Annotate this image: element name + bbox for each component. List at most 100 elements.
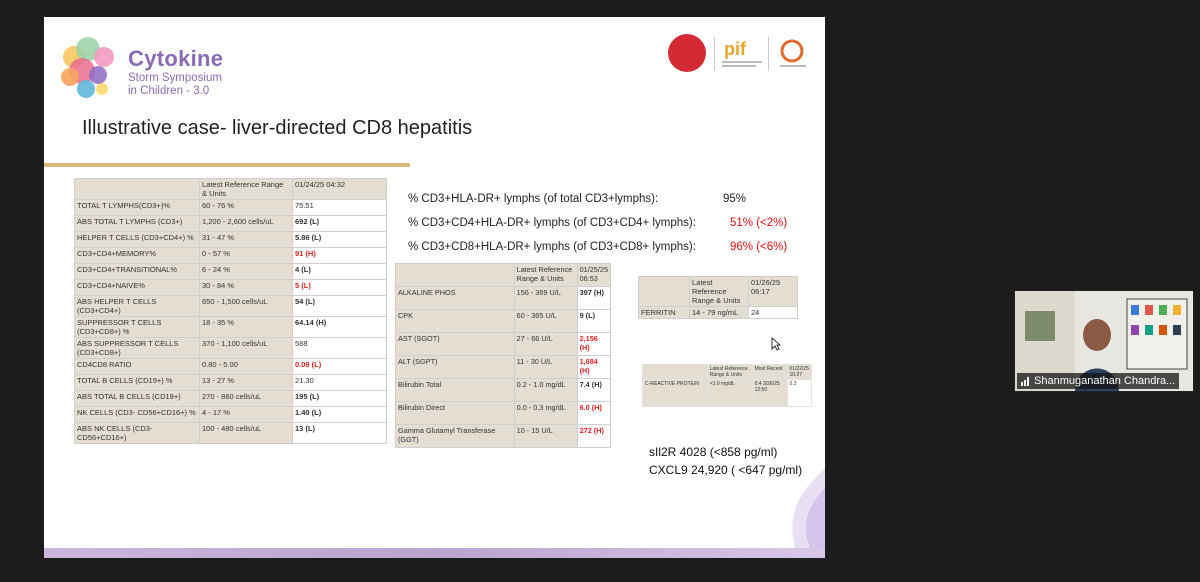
table-row: CD3+CD4+TRANSITIONAL% 6 - 24 % 4 (L) (74, 263, 387, 280)
reference-range: 31 - 47 % (199, 231, 293, 248)
reference-range: <1.0 mg/dL (706, 379, 753, 407)
table-header: 01/22/25 10:27 (786, 364, 813, 380)
flow-value: 96% (<6%) (730, 241, 788, 253)
result-value: 9 (L) (576, 309, 612, 333)
result-value: 195 (L) (292, 390, 387, 407)
reference-range: 13 - 27 % (199, 374, 293, 391)
table-row: ABS SUPPRESSOR T CELLS (CD3+CD8+) 370 - 1… (74, 337, 387, 359)
reference-range: 0.80 - 5.00 (199, 358, 293, 375)
test-name: NK CELLS (CD3- CD56+CD16+) % (74, 406, 200, 423)
result-value: 7.4 (H) (576, 378, 612, 402)
reference-range: 0 - 57 % (199, 247, 293, 264)
result-value: 0.2 (786, 379, 813, 407)
reference-range: 30 - 84 % (199, 279, 293, 296)
result-value: 5 (L) (292, 279, 387, 296)
reference-range: 60 - 365 U/L (513, 309, 578, 333)
reference-range: 6 - 24 % (199, 263, 293, 280)
reference-range: 10 - 15 U/L (513, 424, 578, 448)
test-name: CD3+CD4+MEMORY% (74, 247, 200, 264)
test-name: ABS HELPER T CELLS (CD3+CD4+) (74, 295, 200, 317)
result-value: 1,684 (H) (576, 355, 612, 379)
liver-panel-table: Latest Reference Range & Units 01/25/25 0… (395, 263, 612, 448)
signal-bars-icon (1021, 377, 1029, 386)
test-name: C-REACTIVE PROTEIN (642, 379, 708, 407)
result-value: 75.51 (292, 199, 387, 216)
table-header: Most Recent (751, 364, 788, 380)
table-row: ABS TOTAL T LYMPHS (CD3+) 1,200 - 2,600 c… (74, 215, 387, 232)
reference-range: 0.2 - 1.0 mg/dL (513, 378, 578, 402)
test-name: ABS TOTAL T LYMPHS (CD3+) (74, 215, 200, 232)
participant-name-bar: Shanmuganathan Chandra... (1017, 373, 1180, 389)
result-value: 4 (L) (292, 263, 387, 280)
reference-range: 1,200 - 2,600 cells/uL (199, 215, 293, 232)
logo-text: Cytokine Storm Symposium in Children - 3… (128, 46, 223, 98)
reference-range: 18 - 35 % (199, 316, 293, 338)
table-header (638, 276, 690, 307)
decorative-swoosh (792, 468, 825, 548)
lymphocyte-table: Latest Reference Range & Units 01/24/25 0… (74, 178, 387, 444)
table-header (642, 364, 708, 380)
table-row: CD3+CD4+NAIVE% 30 - 84 % 5 (L) (74, 279, 387, 296)
table-header: Latest Reference Range & Units (689, 276, 749, 307)
ferritin-table: Latest Reference Range & Units 01/26/25 … (638, 276, 798, 319)
result-value: 588 (292, 337, 387, 359)
presentation-slide: Cytokine Storm Symposium in Children - 3… (44, 17, 825, 558)
table-row: Bilirubin Direct 0.0 - 0.3 mg/dL 6.0 (H) (395, 401, 612, 425)
result-value: 0.09 (L) (292, 358, 387, 375)
flow-line: % CD3+CD8+HLA-DR+ lymphs (of CD3+CD8+ ly… (408, 241, 696, 253)
result-value: 0.4 3/26/25 12:50 (751, 379, 788, 407)
table-row: ALKALINE PHOS 156 - 369 U/L 397 (H) (395, 286, 612, 310)
reference-range: 650 - 1,500 cells/uL (199, 295, 293, 317)
reference-range: 0.0 - 0.3 mg/dL (513, 401, 578, 425)
flow-value: 95% (723, 193, 747, 205)
participant-video-tile[interactable]: Shanmuganathan Chandra... (1014, 290, 1194, 392)
slide-title: Illustrative case- liver-directed CD8 he… (82, 117, 473, 139)
result-value: 13 (L) (292, 422, 387, 444)
slide-bottom-band (44, 548, 825, 558)
logo-subtitle-1: Storm Symposium (128, 72, 222, 84)
test-name: CPK (395, 309, 515, 333)
test-name: Gamma Glutamyl Transferase (GGT) (395, 424, 515, 448)
test-name: HELPER T CELLS (CD3+CD4+) % (74, 231, 200, 248)
cytokine-logo (61, 37, 114, 98)
result-value: 21.30 (292, 374, 387, 391)
test-name: ALT (SGPT) (395, 355, 515, 379)
test-name: CD4CD8 RATIO (74, 358, 200, 375)
test-name: ABS NK CELLS (CD3- CD56+CD16+) (74, 422, 200, 444)
flow-label: % CD3+CD4+HLA-DR+ lymphs (of CD3+CD4+ ly… (408, 217, 696, 229)
test-name: ABS TOTAL B CELLS (CD19+) (74, 390, 200, 407)
test-name: AST (SGOT) (395, 332, 515, 356)
reference-range: 4 - 17 % (199, 406, 293, 423)
test-name: TOTAL T LYMPHS(CD3+)% (74, 199, 200, 216)
crp-table: Latest Reference Range & Units Most Rece… (642, 364, 813, 407)
table-row: Bilirubin Total 0.2 - 1.0 mg/dL 7.4 (H) (395, 378, 612, 402)
logo-title: Cytokine (128, 46, 224, 71)
table-row: NK CELLS (CD3- CD56+CD16+) % 4 - 17 % 1.40… (74, 406, 387, 423)
result-value: 5.86 (L) (292, 231, 387, 248)
reference-range: 270 - 860 cells/uL (199, 390, 293, 407)
test-name: Bilirubin Total (395, 378, 515, 402)
result-value: 91 (H) (292, 247, 387, 264)
result-value: 54 (L) (292, 295, 387, 317)
table-row: ABS TOTAL B CELLS (CD19+) 270 - 860 cells… (74, 390, 387, 407)
logo-subtitle-2: in Children - 3.0 (128, 85, 210, 97)
table-row: Gamma Glutamyl Transferase (GGT) 10 - 15 … (395, 424, 612, 448)
table-header: 01/26/25 06:17 (748, 276, 798, 307)
table-header: Latest Reference Range & Units (199, 178, 293, 200)
table-row: TOTAL T LYMPHS(CD3+)% 60 - 76 % 75.51 (74, 199, 387, 216)
table-row: ALT (SGPT) 11 - 30 U/L 1,684 (H) (395, 355, 612, 379)
table-row: SUPPRESSOR T CELLS (CD3+CD8+) % 18 - 35 %… (74, 316, 387, 338)
table-row: AST (SGOT) 27 - 66 U/L 2,156 (H) (395, 332, 612, 356)
table-header: Latest Reference Range & Units (513, 263, 578, 287)
table-header: 01/25/25 06:53 (576, 263, 612, 287)
test-name: CD3+CD4+NAIVE% (74, 279, 200, 296)
reference-range: 11 - 30 U/L (513, 355, 578, 379)
result-value: 1.40 (L) (292, 406, 387, 423)
result-value: 6.0 (H) (576, 401, 612, 425)
test-name: SUPPRESSOR T CELLS (CD3+CD8+) % (74, 316, 200, 338)
cxcl9-value: CXCL9 24,920 ( <647 pg/ml) (649, 463, 803, 477)
table-row: HELPER T CELLS (CD3+CD4+) % 31 - 47 % 5.86… (74, 231, 387, 248)
partner-logos: pif (668, 34, 806, 72)
biomarker-notes: sIl2R 4028 (<858 pg/ml) CXCL9 24,920 ( <… (649, 443, 802, 479)
table-row: CD4CD8 RATIO 0.80 - 5.00 0.09 (L) (74, 358, 387, 375)
